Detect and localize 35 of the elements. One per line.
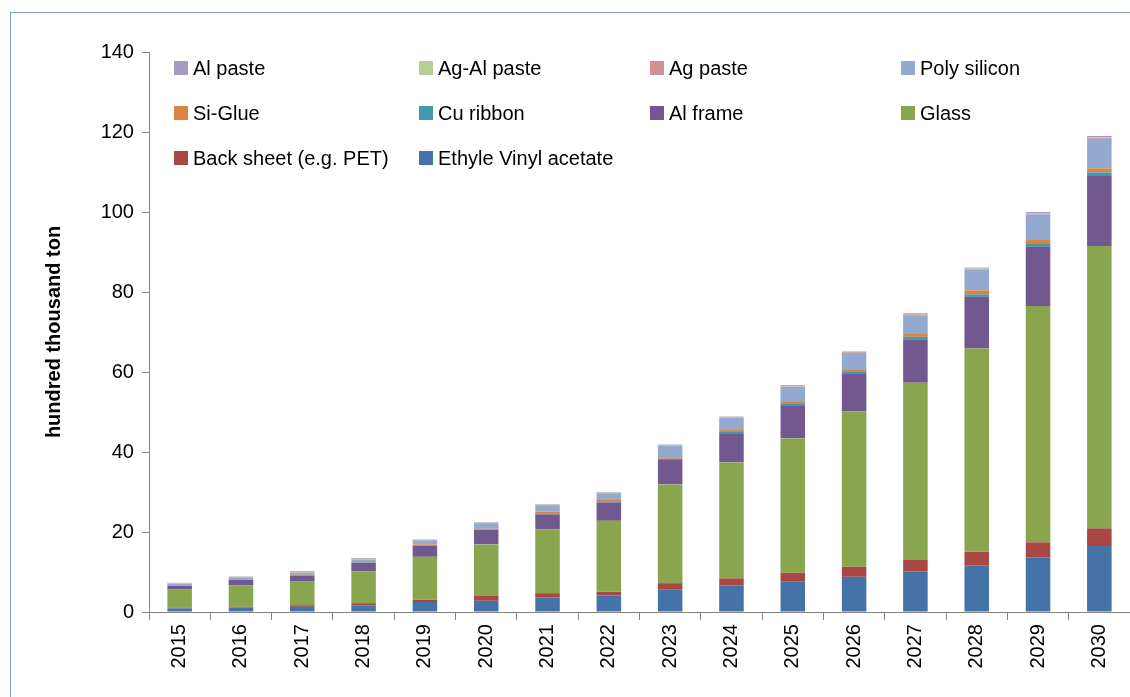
- x-tick-label: 2022: [596, 624, 619, 669]
- x-tick-label: 2020: [473, 624, 496, 669]
- y-axis-title: hundred thousand ton: [41, 225, 64, 439]
- y-tick-label: 0: [122, 599, 134, 622]
- legend-label: Ag paste: [669, 56, 748, 80]
- x-tick-label: 2028: [964, 624, 987, 669]
- legend-label: Si-Glue: [193, 101, 260, 125]
- x-tick-label: 2016: [228, 624, 251, 669]
- x-tick-label: 2025: [780, 624, 803, 669]
- legend-label: Al frame: [669, 101, 744, 125]
- legend-label: Ethyle Vinyl acetate: [438, 146, 614, 170]
- legend-label: Glass: [920, 101, 972, 125]
- legend-label: Ag-Al paste: [438, 56, 542, 80]
- x-tick-label: 2024: [718, 624, 741, 669]
- x-tick-label: 2029: [1025, 624, 1048, 669]
- y-tick-label: 40: [111, 439, 134, 462]
- x-tick-label: 2026: [841, 624, 864, 669]
- y-tick-label: 100: [100, 199, 134, 222]
- y-tick-label: 60: [111, 359, 134, 382]
- x-tick-label: 2027: [902, 624, 925, 669]
- x-tick-label: 2017: [289, 624, 312, 669]
- legend-label: Poly silicon: [920, 56, 1021, 80]
- x-tick-label: 2023: [657, 624, 680, 669]
- x-tick-label: 2018: [351, 624, 374, 669]
- legend-label: Cu ribbon: [438, 101, 525, 125]
- y-tick-label: 120: [100, 119, 134, 142]
- y-tick-label: 140: [100, 39, 134, 62]
- y-tick-label: 80: [111, 279, 134, 302]
- y-tick-label: 20: [111, 519, 134, 542]
- legend-label: Al paste: [193, 56, 266, 80]
- x-tick-label: 2030: [1086, 624, 1109, 669]
- legend-label: Back sheet (e.g. PET): [193, 146, 389, 170]
- x-tick-label: 2015: [167, 624, 190, 669]
- x-tick-label: 2019: [412, 624, 435, 669]
- x-tick-label: 2021: [535, 624, 558, 669]
